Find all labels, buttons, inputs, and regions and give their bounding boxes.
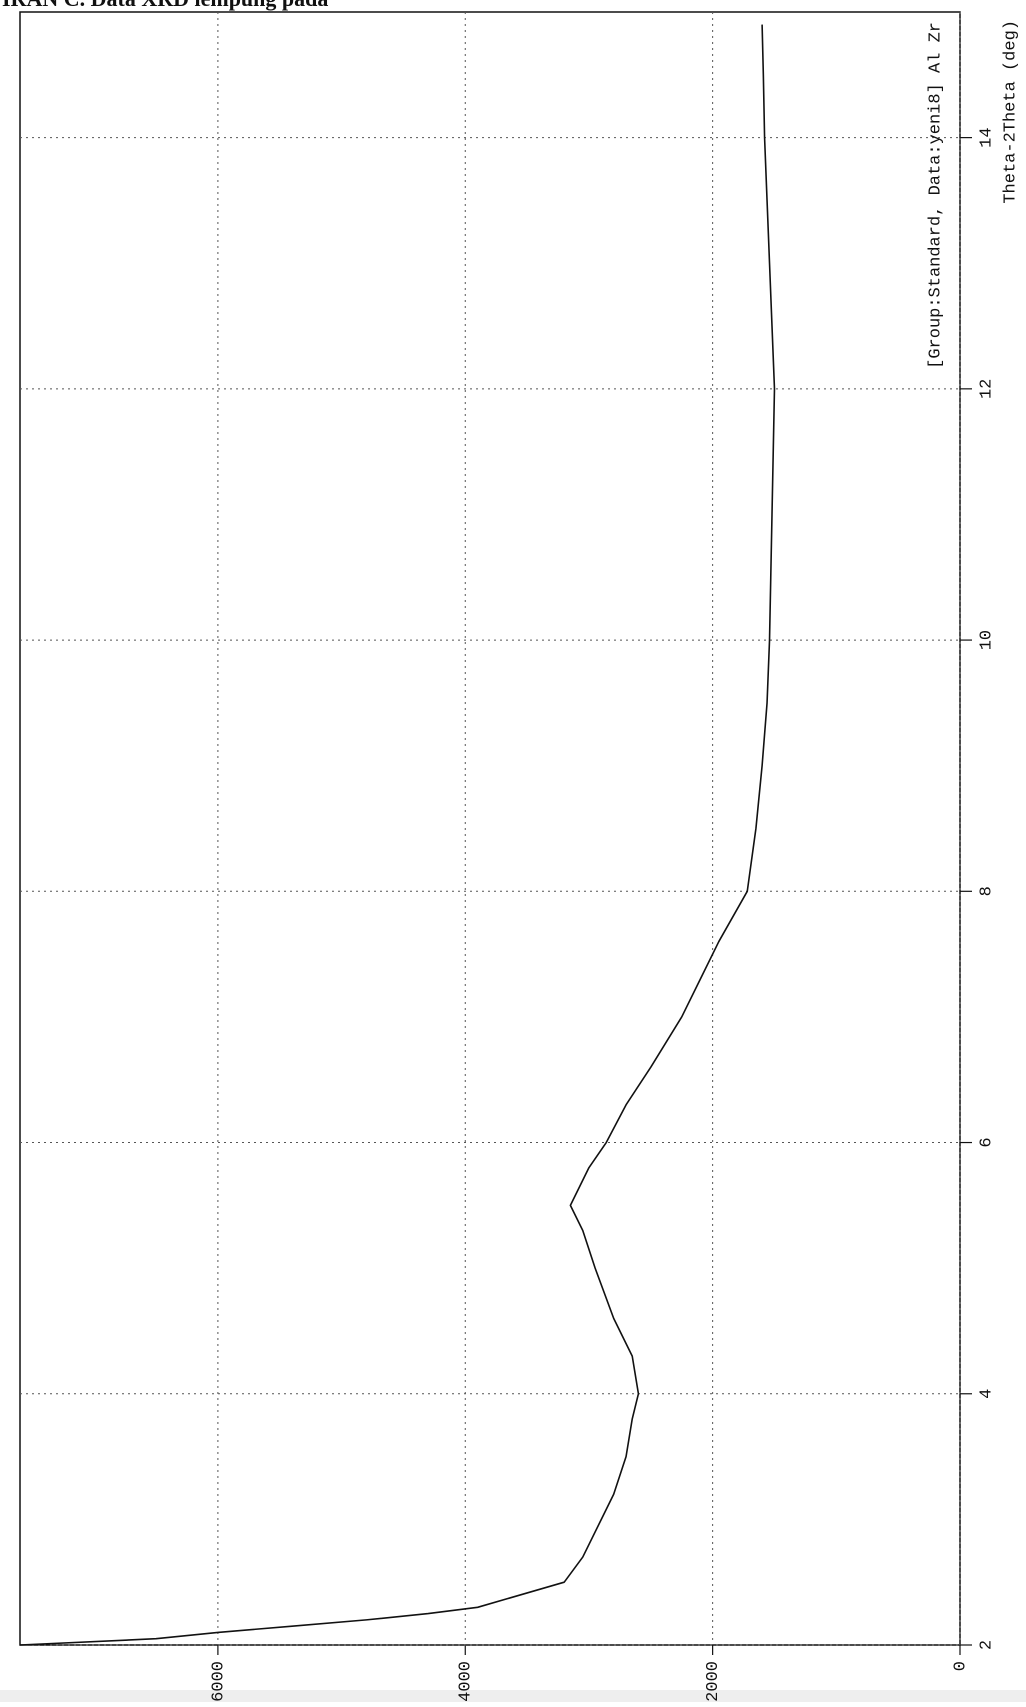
x-tick-label: 12 bbox=[977, 379, 996, 399]
plot-frame bbox=[19, 11, 961, 1646]
y-tick-label: 2000 bbox=[704, 1661, 723, 1702]
x-tick-label: 10 bbox=[977, 630, 996, 650]
y-tick-label: 6000 bbox=[209, 1661, 228, 1702]
x-tick-label: 2 bbox=[977, 1640, 996, 1650]
x-tick-label: 8 bbox=[977, 886, 996, 896]
x-tick-label: 6 bbox=[977, 1137, 996, 1147]
bottom-strip bbox=[0, 1690, 1026, 1702]
x-tick-label: 14 bbox=[977, 127, 996, 147]
data-line bbox=[19, 24, 776, 1646]
x-tick-label: 4 bbox=[977, 1389, 996, 1399]
y-tick-label: 4000 bbox=[457, 1661, 476, 1702]
y-tick-label: 0 bbox=[951, 1661, 970, 1671]
annotation: [Group:Standard, Data:yeni8] Al Zr bbox=[926, 22, 945, 369]
chart-title: IRAN C. Data XRD lempung pada bbox=[2, 0, 328, 11]
x-axis-label: Theta-2Theta (deg) bbox=[1001, 20, 1020, 204]
